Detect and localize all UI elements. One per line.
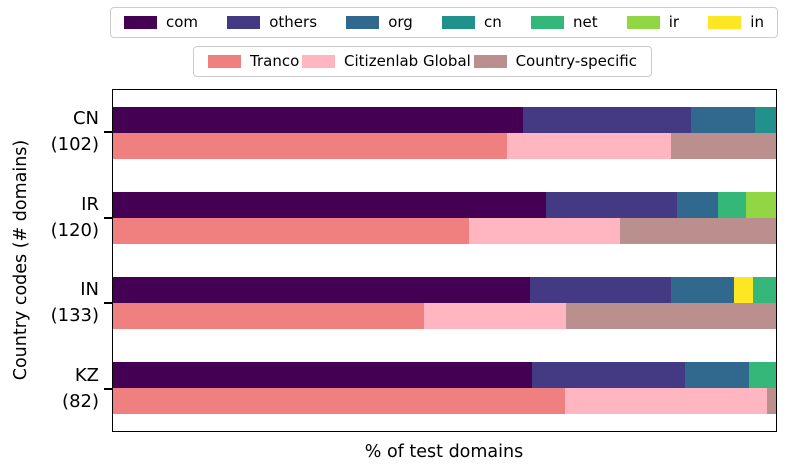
y-tick-mark-kz [104, 388, 112, 391]
y-tick-mark-ir [104, 216, 112, 219]
tld-legend-item-in: in [708, 15, 764, 30]
tld-legend-swatch-others [227, 16, 261, 29]
in-source-segment-country-specific [565, 303, 776, 330]
cn-tld-segment-org [691, 106, 756, 133]
source-legend: Tranco Citizenlab Global Country-specific [193, 46, 652, 77]
in-tld-segment-com [113, 277, 531, 304]
ir-source-bar [113, 217, 776, 244]
kz-tld-bar [113, 362, 776, 389]
cn-source-segment-tranco [113, 132, 508, 159]
in-tld-segment-others [530, 277, 671, 304]
kz-tld-segment-org [685, 362, 749, 389]
source-legend-swatch-citizenlab-global [302, 55, 336, 68]
ir-tld-segment-org [676, 191, 719, 218]
source-legend-label-citizenlab-global: Citizenlab Global [344, 52, 471, 70]
source-legend-label-country-specific: Country-specific [515, 52, 637, 70]
ir-tld-segment-net [718, 191, 747, 218]
in-source-segment-citizenlab-global [423, 303, 566, 330]
source-legend-item-tranco: Tranco [208, 54, 299, 69]
cn-tld-segment-com [113, 106, 523, 133]
in-tld-segment-net [753, 277, 776, 304]
ir-source-segment-country-specific [620, 217, 776, 244]
y-tick-count-ir: (120) [50, 219, 99, 241]
plot-area [112, 89, 777, 432]
y-tick-label-kz: KZ (82) [0, 363, 99, 415]
cn-tld-bar [113, 106, 776, 133]
y-tick-count-in: (133) [50, 305, 99, 327]
ir-tld-segment-others [545, 191, 677, 218]
tld-legend-swatch-net [530, 16, 564, 29]
ir-tld-segment-ir [746, 191, 776, 218]
cn-tld-segment-others [522, 106, 692, 133]
y-axis: CN (102) IR (120) IN (133) KZ (82) [0, 89, 112, 432]
kz-source-segment-tranco [113, 388, 565, 415]
tld-legend-item-com: com [124, 15, 198, 30]
tld-legend-item-others: others [227, 15, 317, 30]
y-tick-label-in: IN (133) [0, 277, 99, 329]
tld-legend-item-cn: cn [442, 15, 502, 30]
ir-source-segment-tranco [113, 217, 470, 244]
in-tld-segment-org [670, 277, 735, 304]
tld-legend-item-net: net [530, 13, 598, 31]
ir-tld-bar [113, 191, 776, 218]
bar-group-kz [113, 346, 776, 431]
source-legend-swatch-country-specific [473, 55, 507, 68]
tld-legend-label-com: com [166, 13, 199, 31]
tld-legend-label-in: in [750, 13, 764, 31]
source-legend-label-tranco: Tranco [250, 52, 300, 70]
source-legend-item-country-specific: Country-specific [473, 52, 637, 70]
tld-legend-label-org: org [388, 13, 413, 31]
tld-legend-swatch-com [124, 16, 157, 29]
source-legend-item-citizenlab-global: Citizenlab Global [302, 54, 471, 69]
tld-legend-label-others: others [269, 13, 318, 31]
kz-tld-segment-others [532, 362, 686, 389]
in-tld-bar [113, 277, 776, 304]
ir-source-segment-citizenlab-global [469, 217, 621, 244]
y-tick-mark-cn [104, 130, 112, 133]
y-tick-code-cn: CN [72, 107, 99, 129]
tld-legend-label-ir: ir [668, 13, 680, 31]
cn-tld-segment-cn [755, 106, 776, 133]
tld-legend-label-net: net [572, 13, 598, 31]
ir-tld-segment-com [113, 191, 546, 218]
y-tick-code-ir: IR [81, 193, 99, 215]
tld-legend-item-org: org [346, 15, 413, 30]
kz-source-segment-country-specific [766, 388, 776, 415]
in-source-segment-tranco [113, 303, 424, 330]
tld-legend-swatch-cn [442, 16, 475, 29]
y-tick-mark-in [104, 302, 112, 305]
y-tick-label-ir: IR (120) [0, 192, 99, 244]
y-tick-count-cn: (102) [50, 133, 99, 155]
bar-group-in [113, 261, 776, 346]
tld-legend-swatch-org [346, 16, 380, 29]
cn-source-segment-citizenlab-global [507, 132, 672, 159]
kz-source-segment-citizenlab-global [564, 388, 767, 415]
cn-source-segment-country-specific [671, 132, 776, 159]
cn-source-bar [113, 132, 776, 159]
kz-source-bar [113, 388, 776, 415]
tld-legend-swatch-ir [626, 16, 660, 29]
tld-legend: com others org cn net ir in [110, 7, 778, 38]
source-legend-swatch-tranco [208, 55, 241, 68]
tld-legend-label-cn: cn [484, 13, 502, 31]
bar-group-cn [113, 90, 776, 175]
kz-tld-segment-net [748, 362, 776, 389]
y-tick-label-cn: CN (102) [0, 106, 99, 158]
tld-legend-swatch-in [708, 16, 742, 29]
y-tick-code-in: IN [80, 279, 99, 301]
x-axis-title: % of test domains [364, 442, 524, 462]
y-tick-count-kz: (82) [62, 391, 99, 413]
y-tick-code-kz: KZ [74, 365, 99, 387]
kz-tld-segment-com [113, 362, 533, 389]
in-source-bar [113, 303, 776, 330]
tld-legend-item-ir: ir [626, 13, 680, 31]
in-tld-segment-in [734, 277, 754, 304]
bar-group-ir [113, 175, 776, 260]
